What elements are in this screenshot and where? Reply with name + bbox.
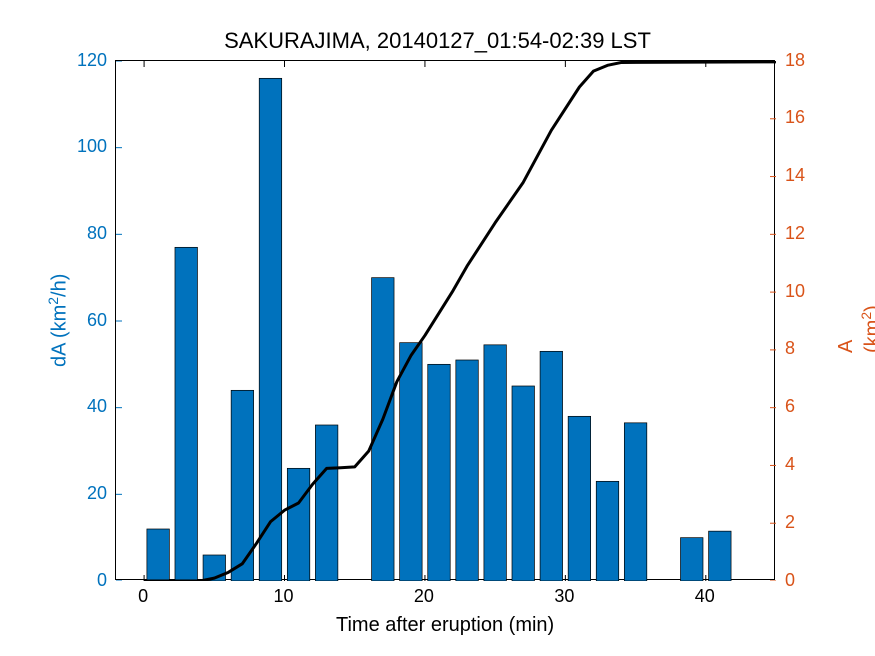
y-right-tick-label: 14 bbox=[785, 165, 805, 186]
bar bbox=[456, 360, 478, 581]
bar bbox=[287, 468, 309, 581]
x-tick-label: 40 bbox=[695, 586, 715, 607]
x-tick-label: 0 bbox=[138, 586, 148, 607]
bar bbox=[540, 351, 562, 581]
bar bbox=[709, 531, 731, 581]
bar bbox=[175, 247, 197, 581]
y-right-tick-label: 4 bbox=[785, 454, 795, 475]
bar bbox=[512, 386, 534, 581]
y-left-tick-label: 80 bbox=[87, 223, 107, 244]
y-right-tick-label: 18 bbox=[785, 50, 805, 71]
y-left-tick-label: 60 bbox=[87, 310, 107, 331]
x-tick-label: 20 bbox=[414, 586, 434, 607]
figure: SAKURAJIMA, 20140127_01:54-02:39 LST dA … bbox=[0, 0, 875, 656]
bar bbox=[624, 423, 646, 581]
bar bbox=[372, 278, 394, 581]
bar bbox=[259, 78, 281, 581]
plot-svg bbox=[116, 61, 776, 581]
y-right-axis-label: A (km2) bbox=[835, 305, 875, 353]
y-right-tick-label: 0 bbox=[785, 570, 795, 591]
bar bbox=[681, 538, 703, 581]
x-axis-label: Time after eruption (min) bbox=[336, 614, 554, 637]
y-right-tick-label: 16 bbox=[785, 107, 805, 128]
x-tick-label: 30 bbox=[554, 586, 574, 607]
x-tick-label: 10 bbox=[274, 586, 294, 607]
y-right-tick-label: 10 bbox=[785, 281, 805, 302]
y-left-tick-label: 120 bbox=[77, 50, 107, 71]
y-right-tick-label: 6 bbox=[785, 396, 795, 417]
bar bbox=[315, 425, 337, 581]
y-left-tick-label: 40 bbox=[87, 396, 107, 417]
bar bbox=[484, 345, 506, 581]
y-left-tick-label: 20 bbox=[87, 483, 107, 504]
y-left-tick-label: 100 bbox=[77, 136, 107, 157]
bar bbox=[596, 481, 618, 581]
chart-title-text: SAKURAJIMA, 20140127_01:54-02:39 LST bbox=[224, 28, 651, 53]
y-right-tick-label: 12 bbox=[785, 223, 805, 244]
y-right-tick-label: 2 bbox=[785, 512, 795, 533]
bar bbox=[428, 364, 450, 581]
plot-area bbox=[115, 60, 775, 580]
y-left-tick-label: 0 bbox=[97, 570, 107, 591]
chart-title: SAKURAJIMA, 20140127_01:54-02:39 LST bbox=[0, 28, 875, 54]
bar bbox=[147, 529, 169, 581]
y-left-axis-label: dA (km2/h) bbox=[45, 273, 72, 366]
y-right-tick-label: 8 bbox=[785, 338, 795, 359]
bar bbox=[400, 343, 422, 581]
bar bbox=[568, 416, 590, 581]
